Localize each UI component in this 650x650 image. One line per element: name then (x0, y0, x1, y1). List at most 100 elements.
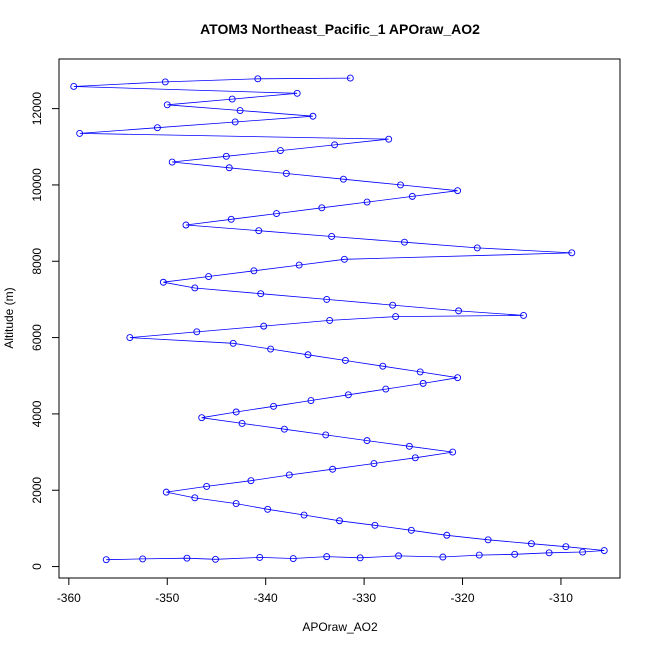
data-point (161, 78, 169, 86)
data-point (229, 339, 237, 347)
data-point (318, 204, 326, 212)
data-point (545, 549, 553, 557)
data-point (322, 431, 330, 439)
data-point (238, 419, 246, 427)
series-line (73, 77, 605, 561)
data-point (323, 553, 331, 561)
y-tick-label: 0 (30, 563, 44, 570)
plot-area (70, 74, 608, 564)
data-point (363, 437, 371, 445)
y-tick-label: 10000 (30, 168, 44, 202)
chart-title: ATOM3 Northeast_Pacific_1 APOraw_AO2 (200, 21, 480, 37)
data-point (323, 295, 331, 303)
data-point (276, 147, 284, 155)
y-tick-label: 4000 (30, 400, 44, 427)
data-point (443, 531, 451, 539)
data-point (405, 442, 413, 450)
data-point (389, 301, 397, 309)
data-point (228, 95, 236, 103)
data-point (395, 552, 403, 560)
x-tick-label: -360 (57, 591, 81, 605)
y-tick-label: 12000 (30, 92, 44, 126)
data-point (397, 181, 404, 189)
data-point (392, 313, 400, 321)
data-point (385, 135, 393, 143)
data-point (309, 112, 317, 120)
x-tick-label: -340 (254, 591, 278, 605)
data-point (293, 89, 301, 97)
data-point (331, 141, 339, 149)
x-tick-label: -320 (451, 591, 475, 605)
data-point (256, 553, 264, 561)
data-point (260, 322, 268, 330)
plot-frame (58, 58, 621, 579)
data-point (270, 402, 278, 410)
data-point (191, 284, 199, 292)
data-point (416, 368, 424, 376)
data-point (419, 379, 427, 387)
data-point (304, 351, 312, 359)
data-point (344, 391, 352, 399)
data-point (139, 555, 147, 563)
data-point (76, 129, 84, 137)
data-point (579, 548, 587, 556)
y-tick-label: 8000 (30, 248, 44, 275)
data-point (222, 152, 230, 160)
data-point (236, 107, 244, 114)
data-point (282, 170, 290, 177)
data-point (328, 233, 336, 240)
y-tick-label: 6000 (30, 324, 44, 351)
data-point (562, 543, 570, 551)
data-point (280, 425, 288, 433)
data-point (153, 124, 161, 132)
data-point (473, 244, 481, 252)
y-axis: 0 2000 4000 6000 8000 10000 12000 (30, 92, 60, 570)
data-point (370, 460, 378, 467)
data-point (527, 540, 535, 548)
data-point (198, 414, 206, 422)
data-point (336, 517, 343, 525)
x-axis-label: APOraw_AO2 (302, 620, 378, 634)
data-point (439, 553, 447, 561)
x-tick-label: -310 (549, 591, 573, 605)
data-point (401, 238, 408, 246)
data-point (371, 521, 379, 529)
y-axis-label: Altitude (m) (2, 287, 16, 348)
data-point (102, 556, 110, 564)
data-point (289, 555, 297, 562)
data-point (205, 273, 213, 280)
data-point (340, 255, 348, 263)
data-point (407, 526, 415, 534)
data-point (329, 465, 337, 473)
data-point (168, 158, 176, 166)
data-point (300, 511, 308, 519)
data-point (449, 448, 457, 456)
y-tick-label: 2000 (30, 477, 44, 504)
data-point (511, 550, 519, 558)
data-point (382, 385, 390, 393)
data-point (600, 547, 608, 554)
data-point (455, 307, 463, 315)
x-axis: -360 -350 -340 -330 -320 -310 (57, 577, 573, 605)
data-point (273, 210, 280, 218)
data-point (326, 316, 334, 324)
data-point (341, 357, 349, 364)
data-point (484, 536, 492, 544)
data-point (163, 101, 171, 109)
data-point (307, 397, 315, 404)
data-point (227, 215, 235, 223)
data-point (191, 494, 199, 502)
data-point (159, 278, 167, 286)
data-point (183, 554, 191, 562)
data-point (193, 328, 201, 336)
data-point (408, 192, 416, 200)
data-point (231, 118, 239, 126)
data-point (255, 227, 263, 235)
data-point (225, 164, 233, 172)
data-point (285, 471, 293, 479)
data-point (339, 175, 347, 183)
data-point (295, 261, 303, 269)
data-point (346, 74, 354, 82)
data-point (568, 249, 576, 257)
